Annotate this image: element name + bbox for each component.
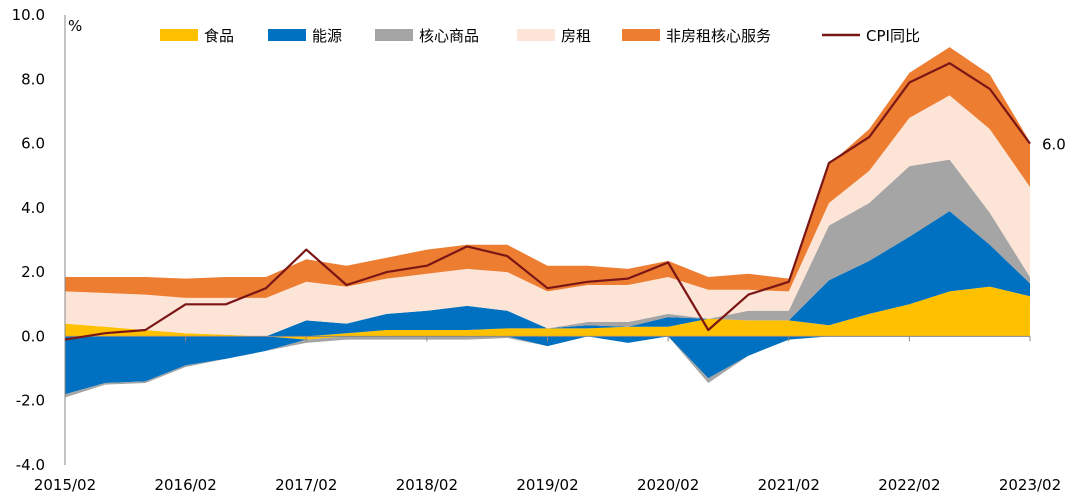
area-pos-核心商品 bbox=[65, 159, 1030, 337]
y-tick-label: 4.0 bbox=[21, 199, 45, 217]
x-tick-labels: 2015/02 2016/02 2017/02 2018/02 2019/02 2020/… bbox=[34, 336, 1061, 494]
area-pos-非房租核心服务 bbox=[65, 47, 1030, 298]
x-tick-label: 2018/02 bbox=[396, 476, 458, 494]
legend-label: 房租 bbox=[561, 27, 591, 45]
unit-label: % bbox=[68, 17, 82, 35]
stacked-areas bbox=[65, 47, 1030, 398]
area-pos-房租 bbox=[65, 95, 1030, 337]
cpi-last-value-label: 6.0 bbox=[1042, 136, 1066, 154]
y-tick-label: 10.0 bbox=[12, 6, 45, 24]
x-tick-label: 2023/02 bbox=[999, 476, 1061, 494]
legend-label: CPI同比 bbox=[866, 27, 920, 45]
legend-label: 能源 bbox=[312, 27, 342, 45]
area-pos-能源 bbox=[65, 211, 1030, 337]
x-tick-label: 2022/02 bbox=[878, 476, 940, 494]
x-tick-label: 2015/02 bbox=[34, 476, 96, 494]
y-tick-labels: 10.0 8.0 6.0 4.0 2.0 0.0 -2.0 -4.0 bbox=[12, 6, 45, 474]
x-tick-label: 2017/02 bbox=[275, 476, 337, 494]
legend-swatch bbox=[517, 29, 555, 41]
x-tick-label: 2016/02 bbox=[154, 476, 216, 494]
legend-label: 非房租核心服务 bbox=[666, 27, 771, 45]
y-tick-label: 6.0 bbox=[21, 135, 45, 153]
area-pos-食品 bbox=[65, 286, 1030, 337]
area-neg-能源 bbox=[65, 336, 1030, 395]
legend: 食品 能源 核心商品 房租 非房租核心服务 CPI同比 bbox=[160, 27, 920, 45]
y-tick-label: -4.0 bbox=[16, 456, 45, 474]
legend-label: 核心商品 bbox=[419, 27, 479, 45]
x-tick-label: 2019/02 bbox=[516, 476, 578, 494]
y-tick-label: 8.0 bbox=[21, 70, 45, 88]
legend-swatch bbox=[375, 29, 413, 41]
legend-swatch bbox=[268, 29, 306, 41]
legend-swatch bbox=[622, 29, 660, 41]
cpi-line bbox=[64, 62, 1031, 341]
x-tick-label: 2020/02 bbox=[637, 476, 699, 494]
legend-label: 食品 bbox=[204, 27, 234, 45]
y-tick-label: -2.0 bbox=[16, 392, 45, 410]
y-tick-label: 2.0 bbox=[21, 263, 45, 281]
x-tick-label: 2021/02 bbox=[758, 476, 820, 494]
legend-swatch bbox=[160, 29, 198, 41]
y-tick-label: 0.0 bbox=[21, 327, 45, 345]
